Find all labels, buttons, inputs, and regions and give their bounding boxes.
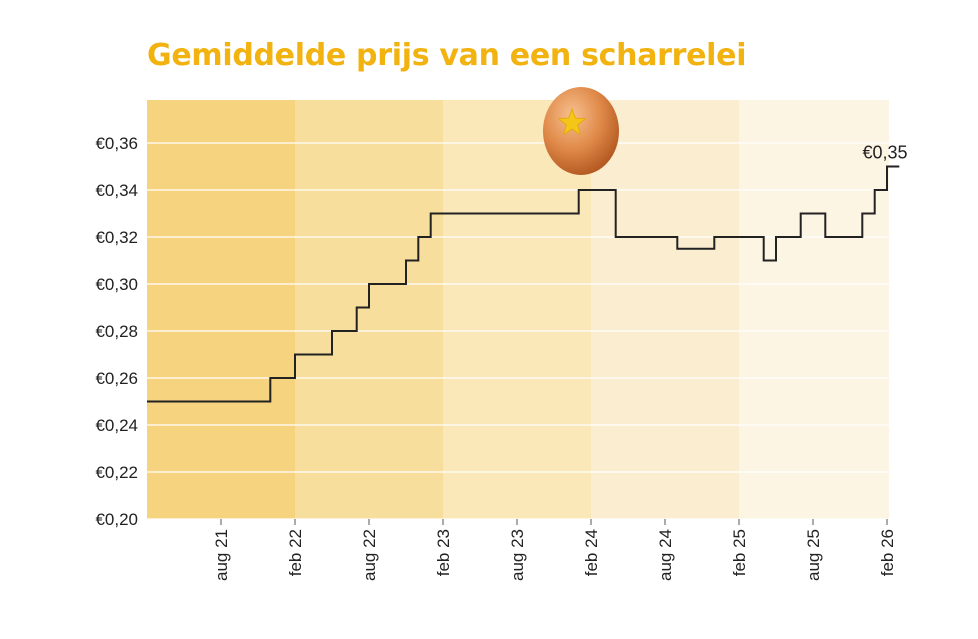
x-tick-label: feb 24 bbox=[582, 529, 601, 576]
x-tick-label: feb 25 bbox=[730, 529, 749, 576]
y-axis: €0,20 €0,22 €0,24 €0,26 €0,28 €0,30 €0,32 €0,34… bbox=[95, 134, 138, 529]
annotation-layer: €0,35 bbox=[862, 143, 907, 163]
series-line bbox=[147, 165, 900, 403]
background-band bbox=[295, 100, 443, 519]
y-tick-label: €0,24 bbox=[95, 416, 138, 435]
star-stamp-icon bbox=[557, 107, 587, 136]
y-tick-label: €0,30 bbox=[95, 275, 138, 294]
end-value-label: €0,35 bbox=[862, 143, 907, 163]
y-tick-label: €0,26 bbox=[95, 369, 138, 388]
background-band bbox=[739, 100, 889, 519]
x-tick-label: aug 22 bbox=[360, 529, 379, 581]
background-band bbox=[147, 100, 295, 519]
egg-icon bbox=[543, 87, 619, 175]
x-tick-label: aug 24 bbox=[656, 529, 675, 581]
series-layer bbox=[147, 165, 900, 403]
background-bands bbox=[147, 100, 889, 519]
y-tick-label: €0,32 bbox=[95, 228, 138, 247]
y-tick-label: €0,22 bbox=[95, 463, 138, 482]
x-tick-label: feb 22 bbox=[286, 529, 305, 576]
y-tick-label: €0,34 bbox=[95, 181, 138, 200]
chart-title: Gemiddelde prijs van een scharrelei bbox=[147, 38, 747, 73]
gridlines bbox=[147, 142, 889, 520]
y-tick-label: €0,20 bbox=[95, 510, 138, 529]
x-axis: aug 21 feb 22 aug 22 feb 23 aug 23 feb 24 aug … bbox=[212, 519, 897, 581]
x-tick-label: aug 25 bbox=[804, 529, 823, 581]
y-tick-label: €0,36 bbox=[95, 134, 138, 153]
y-tick-label: €0,28 bbox=[95, 322, 138, 341]
x-tick-label: feb 26 bbox=[878, 529, 897, 576]
x-tick-label: aug 21 bbox=[212, 529, 231, 581]
x-tick-label: aug 23 bbox=[508, 529, 527, 581]
x-tick-label: feb 23 bbox=[434, 529, 453, 576]
background-band bbox=[591, 100, 739, 519]
egg-shell bbox=[543, 87, 619, 175]
